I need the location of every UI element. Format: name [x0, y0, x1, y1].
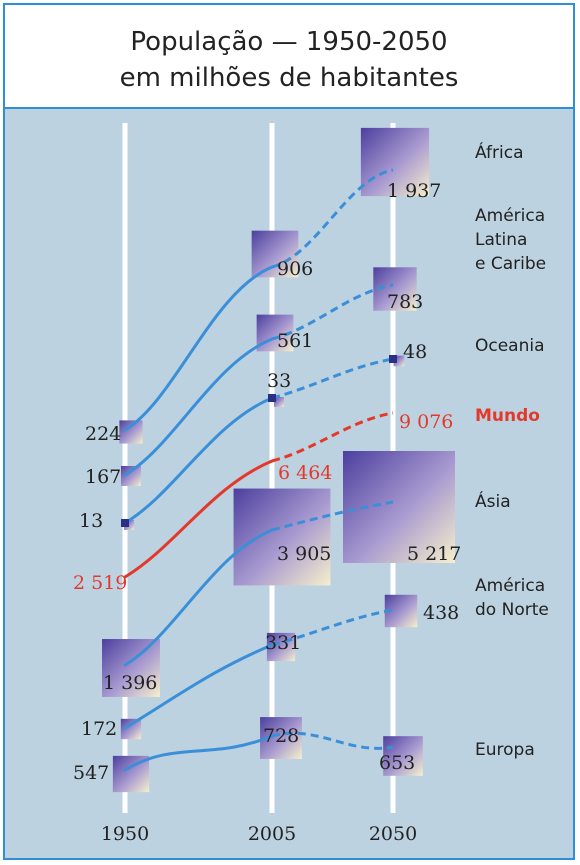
chart-frame: População — 1950-2050 em milhões de habi… [3, 3, 575, 860]
data-label-oceania-1950: 13 [79, 510, 103, 532]
series-line-mundo-1950-2005 [123, 459, 274, 579]
population-square-oceania-2005 [274, 397, 284, 407]
series-line-oceania-2005-2050 [271, 357, 394, 400]
population-square-asia-1950 [102, 639, 160, 697]
region-label-asia: Ásia [475, 490, 511, 512]
data-label-oceania-2005: 33 [267, 370, 291, 392]
region-label-africa: África [475, 141, 524, 163]
data-label-america-do-norte-2005: 331 [265, 632, 301, 654]
population-square-america-do-norte-2005 [266, 632, 296, 662]
series-line-oceania-1950-2005 [123, 396, 274, 525]
series-line-america-latina-e-caribe-1950-2005 [123, 337, 274, 477]
data-label-asia-2050: 5 217 [407, 543, 461, 565]
series-line-asia-1950-2005 [123, 528, 274, 667]
data-label-europa-2005: 728 [263, 725, 299, 747]
data-label-europa-1950: 547 [73, 762, 109, 784]
series-line-america-latina-e-caribe-2005-2050 [271, 283, 394, 341]
data-label-mundo-2005: 6 464 [278, 462, 332, 484]
series-line-africa-1950-2005 [123, 265, 274, 432]
x-tick-label: 2005 [248, 823, 296, 845]
population-chart: 1950 2005 2050 224 906 1 937 167 561 783 13 33 48 2 … [73, 123, 549, 845]
data-label-oceania-2050: 48 [403, 341, 427, 363]
point-marker-oceania-1950 [121, 519, 129, 527]
population-square-asia-2005 [233, 488, 331, 586]
series-line-europa-1950-2005 [123, 734, 274, 772]
series-line-europa-2005-2050 [271, 731, 394, 750]
population-square-africa-2050 [360, 127, 430, 197]
population-square-africa-2005 [251, 230, 299, 278]
population-square-oceania-2050 [393, 355, 405, 367]
data-label-america-do-norte-1950: 172 [81, 718, 117, 740]
series-line-asia-2005-2050 [271, 500, 394, 532]
data-label-asia-2005: 3 905 [277, 543, 331, 565]
region-label-america-latina-e-caribe: e Caribe [475, 254, 546, 274]
x-tick-label: 1950 [101, 823, 149, 845]
chart-header: População — 1950-2050 em milhões de habi… [5, 5, 573, 109]
data-label-america-latina-e-caribe-2005: 561 [277, 330, 313, 352]
data-label-africa-1950: 224 [85, 423, 121, 445]
region-label-america-do-norte: América [475, 576, 545, 596]
x-tick-label: 2050 [369, 823, 417, 845]
data-label-mundo-1950: 2 519 [73, 572, 127, 594]
region-label-mundo: Mundo [475, 406, 540, 426]
data-label-america-latina-e-caribe-1950: 167 [85, 466, 121, 488]
data-label-mundo-2050: 9 076 [399, 411, 453, 433]
region-label-europa: Europa [475, 740, 535, 760]
series-line-america-do-norte-2005-2050 [271, 608, 394, 647]
population-square-africa-1950 [119, 420, 143, 444]
region-label-america-latina-e-caribe: América [475, 206, 545, 226]
population-square-europa-2050 [383, 736, 423, 776]
point-marker-oceania-2005 [268, 394, 276, 402]
region-label-oceania: Oceania [475, 336, 545, 356]
point-marker-oceania-2050 [389, 355, 397, 363]
series-line-africa-2005-2050 [271, 168, 394, 269]
data-label-asia-1950: 1 396 [103, 672, 157, 694]
region-label-america-do-norte: do Norte [475, 600, 549, 620]
data-label-america-latina-e-caribe-2050: 783 [387, 291, 423, 313]
data-label-europa-2050: 653 [379, 752, 415, 774]
population-square-america-latina-e-caribe-1950 [120, 465, 142, 487]
data-label-america-do-norte-2050: 438 [423, 602, 459, 624]
chart-title: População — 1950-2050 [130, 27, 448, 57]
data-label-africa-2050: 1 937 [387, 180, 441, 202]
series-line-america-do-norte-1950-2005 [123, 643, 274, 730]
data-label-africa-2005: 906 [277, 258, 313, 280]
series-line-mundo-2005-2050 [271, 411, 394, 463]
population-square-america-do-norte-1950 [120, 718, 142, 740]
region-label-america-latina-e-caribe: Latina [475, 230, 527, 250]
chart-subtitle: em milhões de habitantes [119, 63, 459, 93]
